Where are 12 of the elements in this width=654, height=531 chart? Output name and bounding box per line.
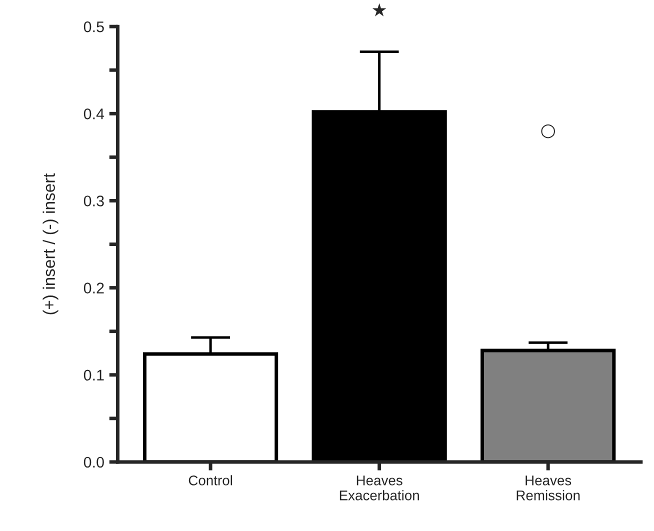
- y-tick-label: 0.4: [84, 108, 104, 120]
- y-tick-label: 0.5: [84, 21, 104, 32]
- y-tick-label: 0.2: [84, 282, 104, 294]
- x-tick-label: Heaves Exacerbation: [340, 476, 419, 500]
- y-axis-title: (+) insert / (-) insert: [42, 173, 58, 314]
- y-tick-label: 0.0: [84, 456, 104, 468]
- y-tick-label: 0.3: [84, 196, 104, 206]
- y-tick-label: 0.1: [84, 370, 104, 381]
- x-tick-label: Heaves Remission: [516, 476, 580, 500]
- text: ★: [372, 3, 386, 16]
- annotation: ○: [541, 124, 555, 138]
- x-tick-label: Control: [188, 475, 232, 486]
